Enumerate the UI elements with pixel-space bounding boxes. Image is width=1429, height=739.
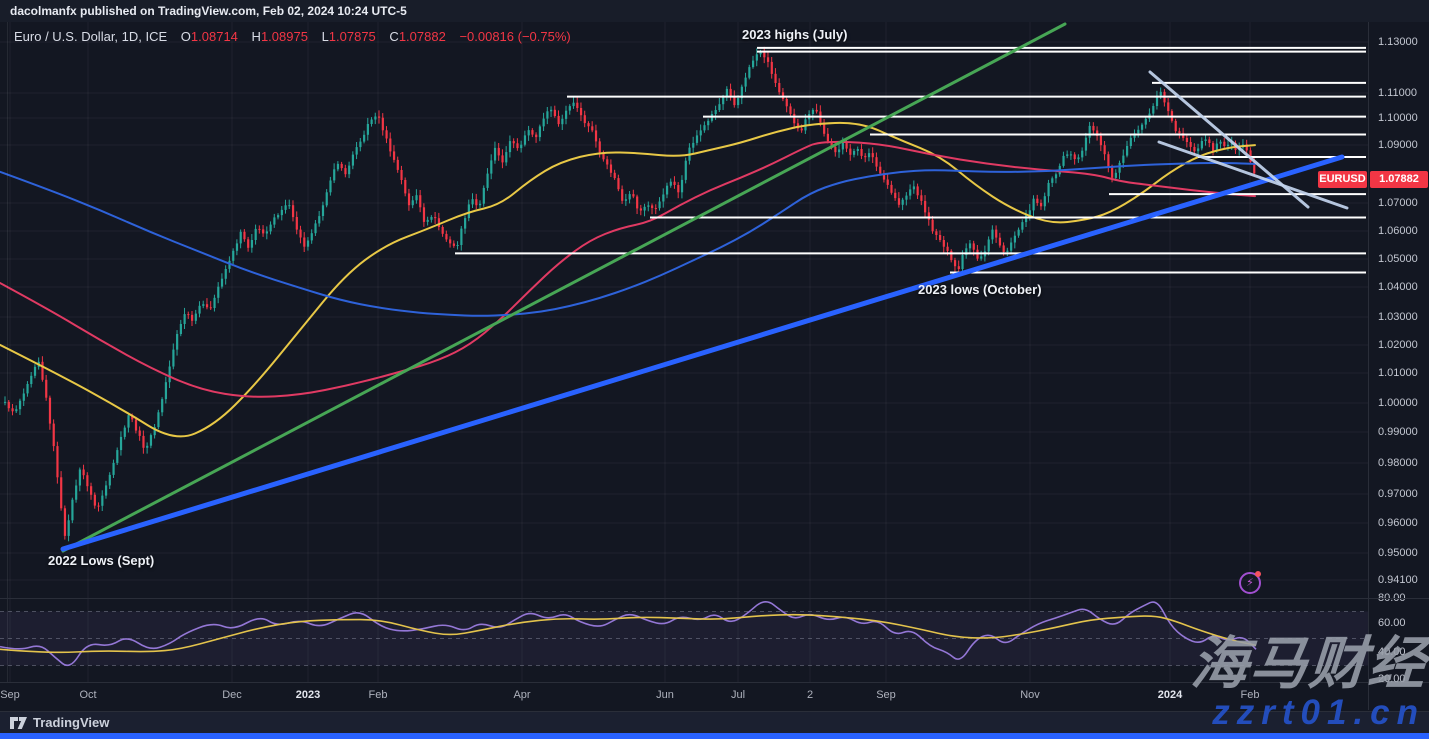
- price-axis-label: 0.99000: [1378, 426, 1418, 438]
- price-axis-label: 0.94100: [1378, 574, 1418, 586]
- flash-boost-icon[interactable]: ⚡: [1239, 571, 1261, 594]
- annotation-2023-highs[interactable]: 2023 highs (July): [742, 27, 848, 42]
- publish-text: dacolmanfx published on TradingView.com,…: [10, 4, 407, 18]
- symbol-badge: EURUSD: [1318, 171, 1367, 188]
- time-axis-label: Feb: [1240, 689, 1260, 701]
- time-axis-label: Sep: [0, 689, 20, 701]
- price-axis-label: 40.00: [1378, 646, 1406, 658]
- open-label: O: [180, 29, 191, 44]
- watermark-cjk: 海马财经: [1188, 632, 1429, 696]
- close-label: C: [389, 29, 399, 44]
- price-axis-label: 0.98000: [1378, 457, 1418, 469]
- time-axis[interactable]: Sep Oct Dec 2023 Feb Apr Jun Jul 2 Sep Nov 2024 Feb: [0, 682, 1368, 710]
- price-axis[interactable]: 1.13000 1.11000 1.10000 1.09000 1.07000 1.060…: [1368, 22, 1429, 710]
- price-axis-label: 1.02000: [1378, 339, 1418, 351]
- price-axis-label: 1.07000: [1378, 197, 1418, 209]
- publish-bar: dacolmanfx published on TradingView.com,…: [0, 0, 1429, 22]
- time-axis-label: Jul: [730, 689, 746, 701]
- time-axis-label: Sep: [876, 689, 896, 701]
- close-value: 1.07882: [398, 29, 446, 44]
- price-axis-label: 1.03000: [1378, 311, 1418, 323]
- time-axis-label: Feb: [368, 689, 388, 701]
- lightning-icon: ⚡: [1246, 577, 1254, 589]
- notification-dot: [1255, 571, 1261, 577]
- open-value: 1.08714: [190, 29, 238, 44]
- annotation-2023-lows[interactable]: 2023 lows (October): [918, 282, 1042, 297]
- price-axis-label: 60.00: [1378, 617, 1406, 629]
- time-axis-label: 2023: [295, 689, 321, 701]
- high-label: H: [251, 29, 261, 44]
- symbol-legend[interactable]: Euro / U.S. Dollar, 1D, ICE O1.08714 H1.…: [14, 29, 571, 44]
- bottom-accent-bar: [0, 733, 1429, 739]
- price-axis-label: 0.97000: [1378, 488, 1418, 500]
- price-axis-label: 1.11000: [1378, 87, 1417, 99]
- tradingview-brand-link[interactable]: TradingView: [10, 715, 109, 730]
- footer-bar: TradingView: [0, 711, 1429, 734]
- price-axis-label: 1.01000: [1378, 367, 1418, 379]
- price-axis-label: 1.05000: [1378, 253, 1418, 265]
- time-axis-label: Dec: [222, 689, 242, 701]
- tradingview-logo-icon: [10, 716, 27, 729]
- time-axis-separator: [0, 682, 1429, 683]
- price-axis-label: 1.00000: [1378, 397, 1418, 409]
- low-value: 1.07875: [328, 29, 376, 44]
- watermark-url: zzrt01.cn: [1212, 693, 1425, 732]
- time-axis-label: Oct: [79, 689, 97, 701]
- price-axis-label: 1.06000: [1378, 225, 1418, 237]
- price-axis-label: 1.13000: [1378, 36, 1418, 48]
- chart-left-border: [7, 22, 8, 682]
- price-axis-label: 0.95000: [1378, 547, 1418, 559]
- time-axis-label: 2024: [1157, 689, 1183, 701]
- panel-separator[interactable]: [0, 598, 1429, 599]
- price-axis-label: 1.10000: [1378, 112, 1418, 124]
- low-label: L: [321, 29, 329, 44]
- time-axis-label: Nov: [1020, 689, 1040, 701]
- price-axis-label: 1.09000: [1378, 139, 1418, 151]
- brand-text: TradingView: [33, 715, 110, 730]
- annotation-2022-lows[interactable]: 2022 Lows (Sept): [48, 553, 155, 568]
- time-axis-label: 2: [806, 689, 814, 701]
- main-price-chart[interactable]: [0, 22, 1368, 599]
- price-axis-label: 1.04000: [1378, 281, 1418, 293]
- time-axis-label: Apr: [513, 689, 531, 701]
- change-value: −0.00816 (−0.75%): [459, 29, 571, 44]
- legend-title[interactable]: Euro / U.S. Dollar, 1D, ICE: [14, 29, 168, 44]
- price-axis-label: 0.96000: [1378, 517, 1418, 529]
- rsi-indicator-panel[interactable]: [0, 599, 1368, 682]
- time-axis-label: Jun: [656, 689, 674, 701]
- high-value: 1.08975: [260, 29, 308, 44]
- last-price-badge: 1.07882: [1370, 171, 1428, 188]
